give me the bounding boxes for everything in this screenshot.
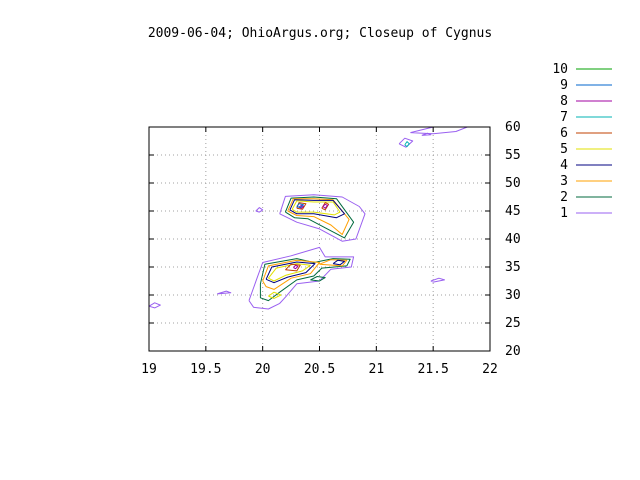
contour-level-3 bbox=[262, 259, 320, 290]
contour-level-1 bbox=[410, 126, 468, 135]
contour-level-6 bbox=[285, 263, 301, 272]
contour-level-1 bbox=[148, 302, 161, 309]
contour-level-8 bbox=[322, 203, 328, 209]
contour-level-2 bbox=[310, 276, 326, 282]
contour-level-4 bbox=[265, 261, 316, 284]
legend-label-10: 10 bbox=[552, 62, 568, 77]
y-tick-label: 40 bbox=[505, 232, 521, 247]
contour-level-1 bbox=[255, 207, 264, 213]
legend-label-4: 4 bbox=[560, 158, 568, 173]
x-tick-label: 22 bbox=[482, 362, 498, 377]
contour-level-2 bbox=[284, 196, 355, 239]
contour-level-7 bbox=[404, 141, 410, 148]
contour-level-4 bbox=[289, 199, 345, 219]
y-tick-label: 35 bbox=[505, 260, 521, 275]
x-tick-label: 20.5 bbox=[304, 362, 335, 377]
x-axis-ticks: 19 19.5 20 20.5 21 21.5 22 bbox=[141, 127, 498, 377]
contour-level-1 bbox=[421, 132, 432, 136]
contour-level-3 bbox=[319, 259, 348, 267]
y-axis-ticks: 20 25 30 35 40 45 50 55 60 bbox=[149, 120, 521, 359]
x-tick-label: 19 bbox=[141, 362, 157, 377]
contour-level-6 bbox=[321, 202, 330, 211]
x-tick-label: 21 bbox=[369, 362, 385, 377]
x-tick-label: 19.5 bbox=[190, 362, 221, 377]
legend-label-2: 2 bbox=[560, 190, 568, 205]
chart-title: 2009-06-04; OhioArgus.org; Closeup of Cy… bbox=[148, 26, 492, 41]
contour-level-9 bbox=[296, 203, 305, 209]
legend-label-7: 7 bbox=[560, 110, 568, 125]
grid-lines bbox=[149, 127, 490, 351]
contour-level-1 bbox=[217, 290, 232, 295]
y-tick-label: 30 bbox=[505, 288, 521, 303]
contour-level-4 bbox=[332, 259, 345, 266]
y-tick-label: 25 bbox=[505, 316, 521, 331]
legend-label-6: 6 bbox=[560, 126, 568, 141]
y-tick-label: 60 bbox=[505, 120, 521, 135]
y-tick-label: 20 bbox=[505, 344, 521, 359]
x-tick-label: 20 bbox=[255, 362, 271, 377]
legend-label-8: 8 bbox=[560, 94, 568, 109]
contour-level-5 bbox=[291, 200, 341, 216]
y-tick-label: 55 bbox=[505, 148, 521, 163]
legend-label-3: 3 bbox=[560, 174, 568, 189]
contour-level-1 bbox=[430, 277, 445, 283]
contour-level-1 bbox=[398, 137, 414, 148]
contour-level-2 bbox=[259, 258, 351, 302]
contour-level-5 bbox=[268, 263, 311, 282]
legend-label-1: 1 bbox=[560, 206, 568, 221]
contour-level-8 bbox=[293, 264, 299, 270]
y-tick-label: 45 bbox=[505, 204, 521, 219]
contour-level-5 bbox=[268, 291, 282, 299]
legend-label-5: 5 bbox=[560, 142, 568, 157]
x-tick-label: 21.5 bbox=[418, 362, 449, 377]
legend-label-9: 9 bbox=[560, 78, 568, 93]
contour-level-1 bbox=[248, 246, 355, 310]
contour-level-3 bbox=[287, 198, 350, 235]
contour-level-1 bbox=[279, 194, 366, 242]
contour-lines bbox=[148, 126, 468, 310]
y-tick-label: 50 bbox=[505, 176, 521, 191]
